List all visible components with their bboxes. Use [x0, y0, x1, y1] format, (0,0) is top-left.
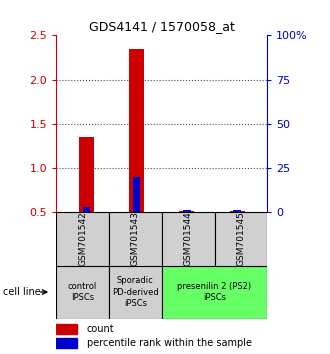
Bar: [233, 210, 241, 212]
Title: GDS4141 / 1570058_at: GDS4141 / 1570058_at: [89, 20, 235, 33]
Bar: [133, 177, 140, 212]
Bar: [214, 212, 267, 266]
Text: GSM701542: GSM701542: [78, 212, 87, 266]
Bar: [79, 137, 94, 212]
Bar: [56, 324, 77, 334]
Text: presenilin 2 (PS2)
iPSCs: presenilin 2 (PS2) iPSCs: [178, 282, 251, 302]
Bar: [230, 211, 245, 212]
Bar: [56, 338, 77, 348]
Bar: [179, 211, 194, 212]
Bar: [162, 266, 267, 319]
Bar: [56, 266, 109, 319]
Bar: [56, 212, 109, 266]
Bar: [82, 207, 90, 212]
Text: control
IPSCs: control IPSCs: [68, 282, 97, 302]
Text: Sporadic
PD-derived
iPSCs: Sporadic PD-derived iPSCs: [112, 276, 159, 308]
Bar: [183, 210, 191, 212]
Text: percentile rank within the sample: percentile rank within the sample: [87, 337, 252, 348]
Bar: [109, 266, 162, 319]
Bar: [129, 48, 144, 212]
Bar: [109, 212, 162, 266]
Text: cell line: cell line: [3, 287, 41, 297]
Text: count: count: [87, 324, 115, 334]
Bar: [162, 212, 214, 266]
Text: GSM701545: GSM701545: [236, 211, 246, 267]
Text: GSM701543: GSM701543: [131, 211, 140, 267]
Text: GSM701544: GSM701544: [183, 212, 193, 266]
